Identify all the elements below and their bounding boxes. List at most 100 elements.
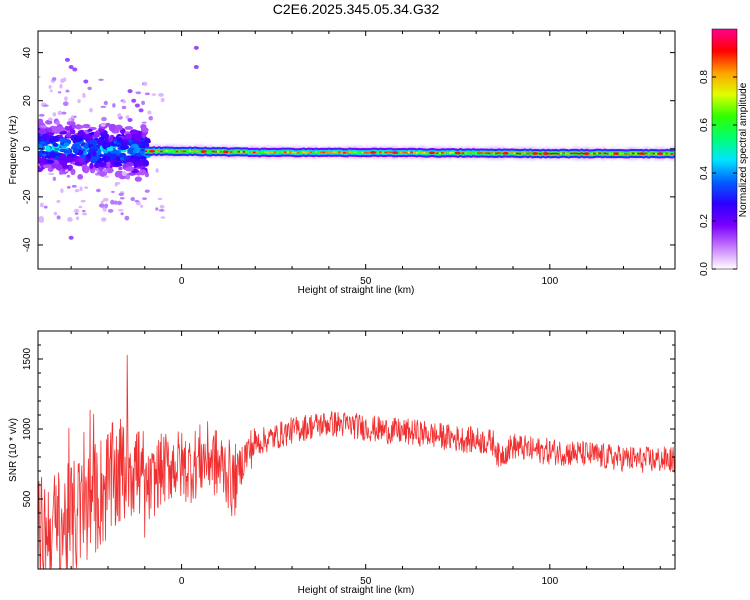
heat-cell (52, 143, 59, 147)
heat-cell (135, 91, 142, 95)
heat-cell (110, 199, 115, 205)
heat-cell (490, 152, 493, 154)
heat-cell (43, 134, 53, 140)
heat-cell (129, 158, 138, 163)
heat-cell (273, 151, 277, 154)
heat-point (68, 235, 74, 240)
heat-cell (175, 150, 179, 153)
heat-cell (649, 152, 653, 155)
heat-cell (338, 151, 341, 153)
heat-cell (45, 145, 51, 152)
heat-cell (118, 192, 124, 196)
heat-cell (302, 151, 305, 153)
heat-cell (554, 152, 558, 155)
heat-point (83, 79, 89, 84)
heat-cell (64, 96, 68, 102)
heat-cell (66, 174, 71, 178)
heat-point (193, 45, 199, 50)
heat-cell (39, 124, 46, 128)
heat-cell (52, 128, 61, 134)
heat-cell (39, 141, 47, 145)
heat-cell (260, 151, 264, 153)
heat-cell (557, 153, 560, 155)
heat-point (105, 122, 111, 127)
heat-cell (410, 151, 414, 154)
heat-cell (144, 189, 150, 193)
heat-cell (624, 153, 627, 155)
heat-cell (67, 164, 74, 170)
heat-cell (106, 147, 114, 152)
heat-cell (590, 153, 594, 155)
heat-cell (157, 197, 163, 200)
snr-y-axis-label: SNR (10 * v/v) (8, 418, 19, 482)
heat-cell (162, 150, 166, 152)
heat-cell (112, 103, 116, 108)
heat-cell (75, 124, 82, 130)
heat-cell (366, 151, 370, 154)
heat-cell (120, 212, 124, 216)
heat-hotspot (543, 152, 550, 155)
heat-cell (57, 91, 62, 94)
heat-cell (196, 150, 200, 153)
heat-cell (125, 174, 131, 180)
heat-cell (619, 152, 622, 155)
heat-hotspot (613, 152, 620, 156)
heat-cell (139, 169, 147, 175)
heat-cell (49, 89, 53, 93)
heat-cell (38, 75, 41, 78)
heat-cell (60, 188, 64, 194)
heat-cell (38, 113, 45, 117)
heat-cell (144, 92, 150, 96)
heat-cell (289, 151, 292, 153)
heat-cell (211, 150, 215, 153)
heat-cell (91, 151, 97, 157)
heat-cell (479, 152, 483, 154)
heat-cell (55, 120, 60, 126)
heat-cell (72, 124, 77, 130)
y-tick-label: 1000 (22, 417, 33, 440)
heat-cell (107, 208, 114, 213)
heat-cell (423, 152, 426, 154)
heat-cell (552, 152, 555, 155)
heat-cell (87, 128, 93, 132)
x-tick-label: 0 (179, 276, 185, 287)
heat-cell (83, 167, 90, 174)
heat-cell (132, 134, 142, 141)
heat-cell (90, 154, 99, 162)
heat-cell (539, 153, 542, 155)
heat-point (138, 108, 144, 113)
heat-cell (144, 172, 149, 178)
heat-cell (117, 209, 124, 212)
heat-cell (66, 185, 71, 189)
heat-cell (332, 151, 336, 154)
heat-cell (258, 152, 261, 154)
heat-cell (611, 152, 615, 155)
heat-cell (304, 151, 308, 154)
heat-cell (167, 150, 171, 152)
heat-cell (446, 151, 450, 154)
heat-cell (77, 157, 85, 163)
heat-cell (448, 152, 452, 154)
colorbar-gradient (711, 28, 738, 270)
heat-cell (345, 151, 349, 154)
heat-cell (158, 93, 164, 97)
heat-cell (626, 153, 630, 155)
heat-cell (50, 163, 57, 169)
heat-cell (102, 197, 109, 202)
heat-cell (320, 151, 323, 154)
heat-cell (255, 151, 259, 154)
heat-cell (139, 204, 144, 208)
heat-hotspot (428, 151, 435, 155)
heat-cell (38, 156, 42, 162)
heat-cell (82, 92, 86, 98)
heat-cell (495, 152, 499, 155)
heat-cell (412, 151, 416, 154)
heat-cell (399, 151, 403, 154)
colorbar-ticks: 0.0 0.2 0.4 0.6 0.8 (699, 70, 737, 276)
heat-cell (314, 151, 318, 153)
heat-cell (98, 203, 105, 208)
heat-cell (47, 127, 53, 133)
heat-cell (469, 152, 473, 154)
heat-cell (647, 153, 651, 155)
heat-cell (350, 151, 354, 154)
